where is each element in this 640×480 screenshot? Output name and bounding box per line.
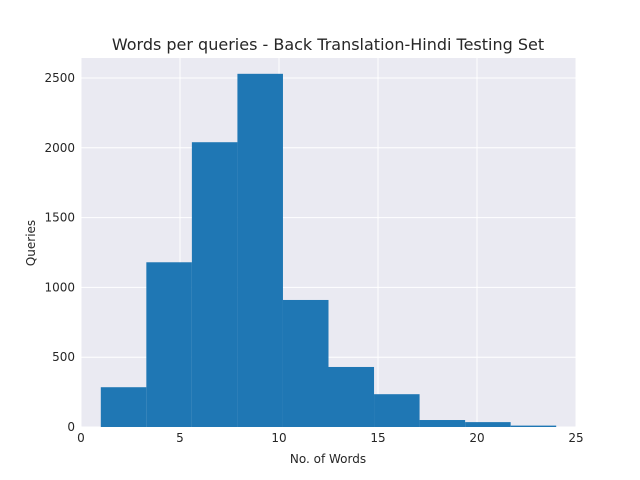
x-tick-label: 25 — [568, 431, 583, 445]
x-tick-label: 15 — [370, 431, 385, 445]
chart-title: Words per queries - Back Translation-Hin… — [112, 35, 544, 54]
x-tick-label: 10 — [271, 431, 286, 445]
x-tick-label: 5 — [176, 431, 184, 445]
histogram-bar — [237, 73, 283, 427]
y-axis-label: Queries — [24, 220, 38, 266]
y-tick-label: 500 — [52, 350, 75, 364]
histogram-bar — [465, 422, 511, 427]
histogram-bar — [328, 366, 375, 427]
histogram-bar — [146, 262, 192, 427]
histogram-bar — [419, 420, 466, 427]
histogram-bars — [100, 73, 557, 427]
y-tick-label: 2000 — [44, 141, 75, 155]
x-axis-label: No. of Words — [290, 452, 366, 466]
y-tick-label: 0 — [67, 420, 75, 434]
y-axis-ticks: 0 500 1000 1500 2000 2500 — [44, 71, 75, 434]
histogram-bar — [374, 394, 420, 427]
histogram-bar — [100, 387, 147, 427]
x-tick-label: 20 — [469, 431, 484, 445]
x-tick-label: 0 — [77, 431, 85, 445]
histogram-bar — [191, 142, 238, 427]
histogram-bar — [510, 425, 557, 427]
histogram-bar — [282, 299, 329, 427]
y-tick-label: 1000 — [44, 280, 75, 294]
y-tick-label: 2500 — [44, 71, 75, 85]
x-axis-ticks: 0 5 10 15 20 25 — [77, 431, 583, 445]
y-tick-label: 1500 — [44, 211, 75, 225]
